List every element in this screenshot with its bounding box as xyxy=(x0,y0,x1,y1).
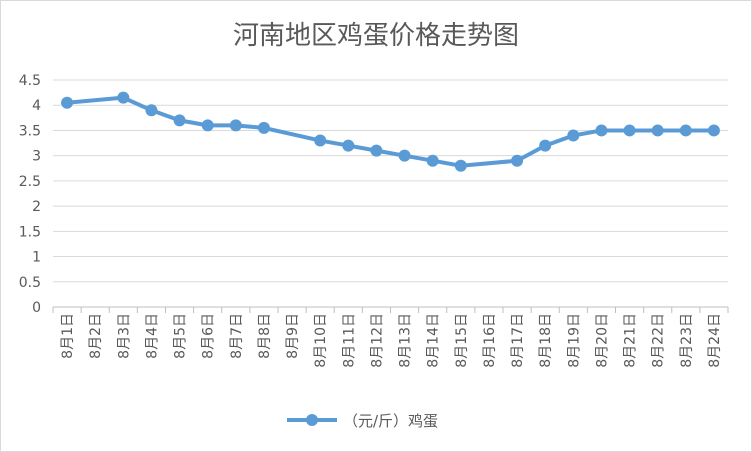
x-tick-label: 8月18日 xyxy=(538,313,554,368)
legend-label: （元/斤）鸡蛋 xyxy=(343,412,438,430)
data-point xyxy=(511,154,524,167)
data-point xyxy=(342,139,355,152)
x-tick-label: 8月22日 xyxy=(651,313,667,368)
x-axis-ticks: 8月1日 8月2日 8月3日 8月4日 8月5日 8月6日 8月7日 8月8日 8月9日 8月10… xyxy=(52,307,729,368)
data-point xyxy=(454,159,467,172)
data-point xyxy=(370,144,383,157)
data-point xyxy=(229,119,242,132)
data-point xyxy=(567,129,580,142)
data-point xyxy=(145,104,158,117)
x-tick-label: 8月10日 xyxy=(313,313,329,368)
data-point xyxy=(426,154,439,167)
x-tick-label: 8月14日 xyxy=(426,313,442,368)
data-point xyxy=(314,134,327,147)
series-layer xyxy=(61,91,720,172)
x-tick-label: 8月24日 xyxy=(707,313,723,368)
data-point xyxy=(61,96,74,109)
x-tick-label: 8月13日 xyxy=(398,313,414,368)
x-tick-label: 8月6日 xyxy=(201,313,217,359)
y-tick-label: 0.5 xyxy=(19,275,41,291)
y-tick-label: 1 xyxy=(32,250,41,266)
y-tick-label: 4.5 xyxy=(19,73,41,89)
x-tick-label: 8月2日 xyxy=(88,313,104,359)
x-tick-label: 8月17日 xyxy=(510,313,526,368)
x-tick-label: 8月19日 xyxy=(566,313,582,368)
x-tick-label: 8月21日 xyxy=(623,313,639,368)
y-tick-label: 4 xyxy=(32,98,41,114)
legend: （元/斤）鸡蛋 xyxy=(287,412,438,430)
data-point xyxy=(117,91,130,104)
x-tick-label: 8月20日 xyxy=(594,313,610,368)
x-tick-label: 8月1日 xyxy=(60,313,76,359)
x-tick-label: 8月15日 xyxy=(454,313,470,368)
y-tick-label: 3.5 xyxy=(19,123,41,139)
y-tick-label: 1.5 xyxy=(19,224,41,240)
x-tick-label: 8月8日 xyxy=(257,313,273,359)
gridlines xyxy=(53,79,728,308)
data-point xyxy=(398,149,411,162)
data-point xyxy=(173,114,186,127)
data-point xyxy=(651,124,664,137)
data-point xyxy=(623,124,636,137)
y-axis-ticks: 0 0.5 1 1.5 2 2.5 3 3.5 4 4.5 xyxy=(19,73,41,316)
data-point xyxy=(707,124,720,137)
x-tick-label: 8月9日 xyxy=(285,313,301,359)
x-tick-label: 8月7日 xyxy=(229,313,245,359)
legend-marker xyxy=(306,414,318,426)
chart-title: 河南地区鸡蛋价格走势图 xyxy=(233,21,519,51)
data-point xyxy=(595,124,608,137)
x-tick-label: 8月12日 xyxy=(369,313,385,368)
y-tick-label: 3 xyxy=(32,149,41,165)
x-tick-label: 8月16日 xyxy=(482,313,498,368)
x-tick-label: 8月23日 xyxy=(679,313,695,368)
y-tick-label: 0 xyxy=(32,300,41,316)
data-point xyxy=(539,139,552,152)
data-point xyxy=(679,124,692,137)
data-point xyxy=(201,119,214,132)
y-tick-label: 2.5 xyxy=(19,174,41,190)
x-tick-label: 8月11日 xyxy=(341,313,357,368)
x-tick-label: 8月3日 xyxy=(116,313,132,359)
y-tick-label: 2 xyxy=(32,199,41,215)
x-tick-label: 8月5日 xyxy=(173,313,189,359)
x-tick-label: 8月4日 xyxy=(144,313,160,359)
data-point xyxy=(257,121,270,134)
